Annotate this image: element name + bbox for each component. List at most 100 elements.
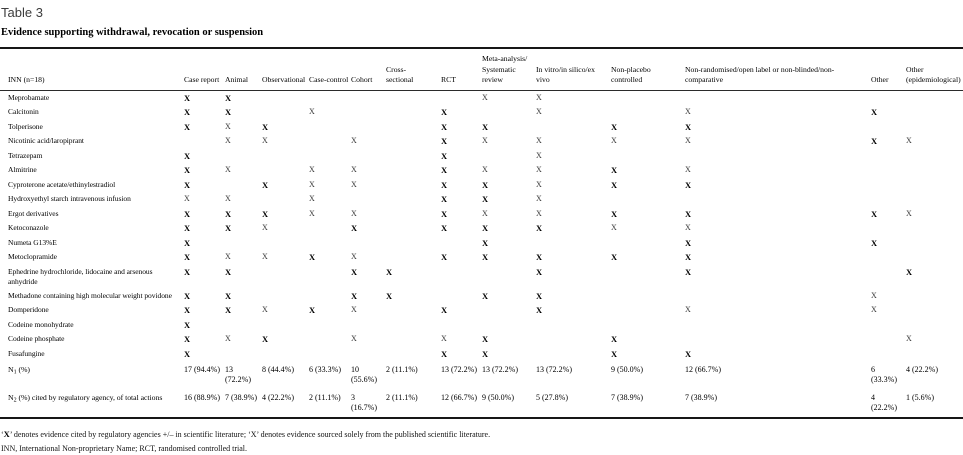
- table-row: Methadone containing high molecular weig…: [0, 289, 963, 304]
- summary-value-case-control: 6 (33.3%): [306, 361, 348, 389]
- evidence-mark-cell-rct: [438, 90, 479, 105]
- evidence-x-bold: X: [225, 93, 231, 103]
- evidence-mark-cell-animal: X: [222, 163, 259, 178]
- evidence-mark-cell-cohort: X: [348, 207, 383, 222]
- evidence-mark-cell-cohort: X: [348, 178, 383, 193]
- inn-row-label: Tetrazepam: [0, 149, 181, 164]
- evidence-mark-cell-case-control: [306, 332, 348, 347]
- evidence-mark-cell-other-epidemiological: [903, 90, 963, 105]
- evidence-x-bold: X: [309, 305, 315, 315]
- evidence-x-bold: X: [611, 165, 617, 175]
- inn-row-label: Ergot derivatives: [0, 207, 181, 222]
- evidence-mark-cell-non-randomised: X: [682, 303, 868, 318]
- summary-value-animal: 13 (72.2%): [222, 361, 259, 389]
- evidence-mark-cell-non-randomised: X: [682, 221, 868, 236]
- evidence-x-bold: X: [441, 349, 447, 359]
- evidence-mark-cell-animal: [222, 149, 259, 164]
- evidence-mark-cell-other-epidemiological: [903, 221, 963, 236]
- evidence-mark-cell-animal: [222, 347, 259, 362]
- summary-value-cross-sectional: 2 (11.1%): [383, 389, 438, 418]
- evidence-x-bold: X: [482, 238, 488, 248]
- inn-row-label: Ephedrine hydrochloride, lidocaine and a…: [0, 265, 181, 289]
- evidence-mark-cell-rct: X: [438, 178, 479, 193]
- evidence-x-bold: X: [611, 334, 617, 344]
- evidence-x-plain: X: [262, 252, 268, 261]
- evidence-mark-cell-in-vitro: X: [533, 207, 608, 222]
- evidence-x-plain: X: [351, 305, 357, 314]
- evidence-mark-cell-other-epidemiological: [903, 303, 963, 318]
- evidence-x-bold: X: [441, 165, 447, 175]
- evidence-x-plain: X: [536, 180, 542, 189]
- evidence-x-plain: X: [685, 107, 691, 116]
- evidence-mark-cell-cohort: [348, 236, 383, 251]
- evidence-mark-cell-observational: X: [259, 178, 306, 193]
- evidence-x-plain: X: [685, 223, 691, 232]
- evidence-mark-cell-cross-sectional: [383, 221, 438, 236]
- evidence-mark-cell-other: [868, 265, 903, 289]
- evidence-mark-cell-cohort: X: [348, 250, 383, 265]
- evidence-mark-cell-rct: X: [438, 192, 479, 207]
- footnote-legend-end: ’ denotes evidence sourced solely from t…: [257, 430, 491, 439]
- evidence-mark-cell-cross-sectional: [383, 149, 438, 164]
- evidence-x-plain: X: [351, 136, 357, 145]
- footnote-abbreviations: INN, International Non-proprietary Name;…: [1, 442, 963, 455]
- evidence-mark-cell-case-control: [306, 236, 348, 251]
- inn-row-label: Domperidone: [0, 303, 181, 318]
- evidence-x-plain: X: [611, 223, 617, 232]
- table-subtitle: Evidence supporting withdrawal, revocati…: [1, 27, 963, 38]
- evidence-mark-cell-case-control: X: [306, 178, 348, 193]
- evidence-x-bold: X: [225, 267, 231, 277]
- evidence-mark-cell-case-control: X: [306, 303, 348, 318]
- evidence-mark-cell-animal: X: [222, 332, 259, 347]
- evidence-mark-cell-non-randomised: X: [682, 207, 868, 222]
- evidence-mark-cell-cross-sectional: [383, 120, 438, 135]
- evidence-x-bold: X: [441, 107, 447, 117]
- evidence-x-bold: X: [611, 209, 617, 219]
- evidence-x-bold: X: [441, 151, 447, 161]
- evidence-x-plain: X: [536, 209, 542, 218]
- evidence-x-bold: X: [184, 267, 190, 277]
- evidence-mark-cell-cross-sectional: X: [383, 265, 438, 289]
- evidence-x-bold: X: [309, 252, 315, 262]
- evidence-x-bold: X: [441, 122, 447, 132]
- evidence-mark-cell-case-report: X: [181, 178, 222, 193]
- evidence-mark-cell-cohort: [348, 149, 383, 164]
- evidence-x-bold: X: [685, 252, 691, 262]
- evidence-mark-cell-meta-analysis: X: [479, 207, 533, 222]
- evidence-x-bold: X: [184, 305, 190, 315]
- evidence-mark-cell-non-randomised: [682, 332, 868, 347]
- evidence-mark-cell-other-epidemiological: [903, 289, 963, 304]
- evidence-mark-cell-case-report: [181, 134, 222, 149]
- evidence-x-bold: X: [184, 93, 190, 103]
- summary-value-case-report: 16 (88.9%): [181, 389, 222, 418]
- column-header-animal: Animal: [222, 48, 259, 90]
- evidence-mark-cell-non-randomised: X: [682, 178, 868, 193]
- evidence-mark-cell-non-randomised: [682, 289, 868, 304]
- evidence-x-plain: X: [309, 165, 315, 174]
- evidence-mark-cell-non-randomised: X: [682, 347, 868, 362]
- evidence-mark-cell-other-epidemiological: [903, 250, 963, 265]
- evidence-x-bold: X: [482, 180, 488, 190]
- evidence-mark-cell-cross-sectional: [383, 207, 438, 222]
- evidence-mark-cell-other-epidemiological: X: [903, 134, 963, 149]
- evidence-mark-cell-rct: X: [438, 332, 479, 347]
- inn-row-label: Methadone containing high molecular weig…: [0, 289, 181, 304]
- evidence-mark-cell-non-randomised: X: [682, 265, 868, 289]
- evidence-mark-cell-other-epidemiological: [903, 236, 963, 251]
- evidence-mark-cell-animal: X: [222, 303, 259, 318]
- evidence-x-plain: X: [225, 252, 231, 261]
- summary-value-cohort: 3 (16.7%): [348, 389, 383, 418]
- evidence-mark-cell-other-epidemiological: [903, 192, 963, 207]
- evidence-mark-cell-other: X: [868, 289, 903, 304]
- evidence-mark-cell-other-epidemiological: [903, 347, 963, 362]
- evidence-mark-cell-other: [868, 178, 903, 193]
- evidence-x-bold: X: [351, 267, 357, 277]
- evidence-mark-cell-in-vitro: X: [533, 105, 608, 120]
- evidence-x-plain: X: [351, 334, 357, 343]
- evidence-mark-cell-rct: X: [438, 207, 479, 222]
- evidence-mark-cell-cohort: X: [348, 303, 383, 318]
- column-header-observational: Observational: [259, 48, 306, 90]
- evidence-x-bold: X: [225, 107, 231, 117]
